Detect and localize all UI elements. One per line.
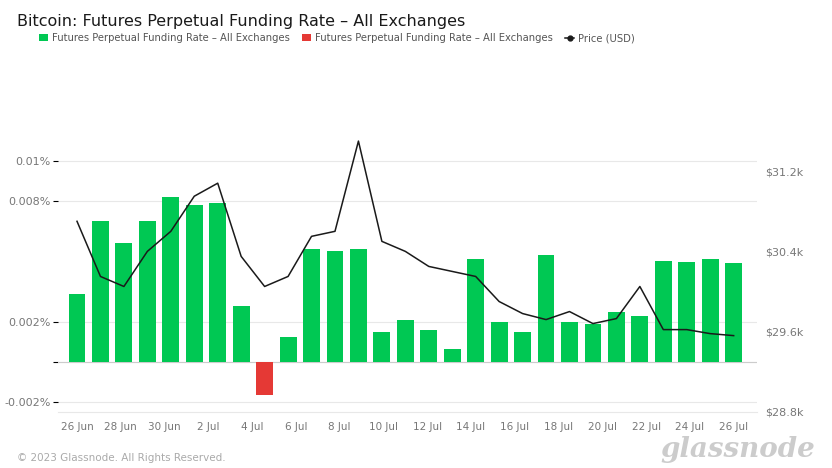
Bar bbox=[350, 249, 367, 362]
Bar bbox=[92, 221, 109, 362]
Bar bbox=[139, 221, 156, 362]
Bar bbox=[210, 203, 226, 362]
Bar bbox=[326, 251, 344, 362]
Bar bbox=[608, 312, 625, 362]
Bar bbox=[537, 256, 554, 362]
Bar bbox=[443, 349, 461, 362]
Bar bbox=[631, 315, 648, 362]
Bar bbox=[280, 336, 296, 362]
Bar bbox=[374, 332, 390, 362]
Bar bbox=[162, 197, 179, 362]
Legend: Futures Perpetual Funding Rate – All Exchanges, Futures Perpetual Funding Rate –: Futures Perpetual Funding Rate – All Exc… bbox=[35, 29, 639, 47]
Bar bbox=[233, 306, 250, 362]
Bar bbox=[655, 262, 671, 362]
Bar bbox=[256, 362, 273, 395]
Bar bbox=[585, 323, 602, 362]
Bar bbox=[186, 205, 203, 362]
Text: © 2023 Glassnode. All Rights Reserved.: © 2023 Glassnode. All Rights Reserved. bbox=[17, 453, 225, 463]
Text: Bitcoin: Futures Perpetual Funding Rate – All Exchanges: Bitcoin: Futures Perpetual Funding Rate … bbox=[17, 14, 465, 29]
Text: glassnode: glassnode bbox=[661, 436, 815, 463]
Bar bbox=[491, 322, 508, 362]
Bar bbox=[701, 259, 719, 362]
Bar bbox=[514, 332, 531, 362]
Bar bbox=[116, 243, 132, 362]
Bar bbox=[561, 322, 578, 362]
Bar bbox=[726, 263, 742, 362]
Bar bbox=[303, 249, 320, 362]
Bar bbox=[68, 293, 86, 362]
Bar bbox=[678, 263, 696, 362]
Bar bbox=[468, 259, 484, 362]
Bar bbox=[397, 320, 414, 362]
Bar bbox=[420, 329, 438, 362]
